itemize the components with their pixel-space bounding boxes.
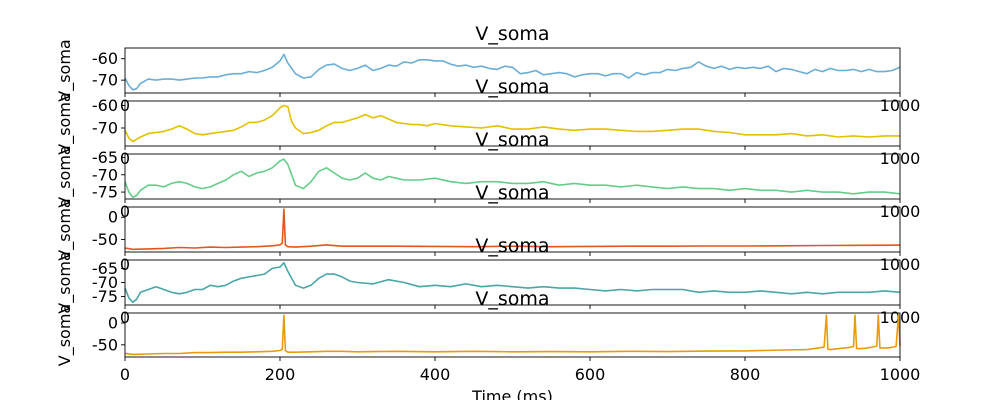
x-tick-label: 1000	[880, 365, 921, 384]
y-axis-label: V_soma	[55, 198, 75, 260]
axes-frame	[124, 100, 901, 147]
subplot-title: V_soma	[475, 76, 549, 98]
y-tick-label: -60	[92, 96, 118, 115]
y-tick-label: -50	[92, 335, 118, 354]
y-tick-label: -70	[92, 273, 118, 292]
subplot-title: V_soma	[475, 288, 549, 310]
axes-frame	[124, 312, 901, 358]
x-tick-label: 800	[730, 365, 761, 384]
x-tick-label: 400	[420, 365, 451, 384]
series-line-1-1	[124, 53, 901, 91]
x-tick-label: 200	[265, 365, 296, 384]
y-tick-label: -70	[92, 165, 118, 184]
axes-frame	[124, 206, 901, 253]
axes-frame	[124, 153, 901, 200]
y-tick-label: 0	[108, 208, 118, 227]
y-tick-label: -65	[92, 148, 118, 167]
series-line-5-1	[124, 262, 901, 303]
y-axis-label: V_soma	[55, 145, 75, 207]
y-tick-label: -75	[92, 287, 118, 306]
y-tick-label: -75	[92, 183, 118, 202]
subplot-title: V_soma	[475, 23, 549, 45]
series-line-4-1	[124, 208, 901, 251]
y-axis-label: V_soma	[55, 304, 75, 366]
subplot-title: V_soma	[475, 129, 549, 151]
y-tick-label: -60	[92, 49, 118, 68]
series-line-2-1	[124, 104, 900, 143]
subplot-title: V_soma	[475, 235, 549, 257]
series-line-6-1	[124, 314, 901, 356]
subplot-title: V_soma	[475, 182, 549, 204]
x-tick-label: 0	[120, 365, 130, 384]
y-tick-label: -50	[92, 230, 118, 249]
y-axis-label: V_soma	[55, 39, 75, 101]
series-line-3-1	[124, 158, 901, 199]
x-axis-label: Time (ms)	[471, 387, 553, 400]
y-tick-label: -65	[92, 259, 118, 278]
y-tick-label: -70	[92, 71, 118, 90]
y-tick-label: 0	[108, 314, 118, 333]
axes-frame	[124, 47, 901, 94]
y-axis-label: V_soma	[55, 251, 75, 313]
x-tick-label: 600	[575, 365, 606, 384]
y-tick-label: -70	[92, 119, 118, 138]
y-axis-label: V_soma	[55, 92, 75, 154]
